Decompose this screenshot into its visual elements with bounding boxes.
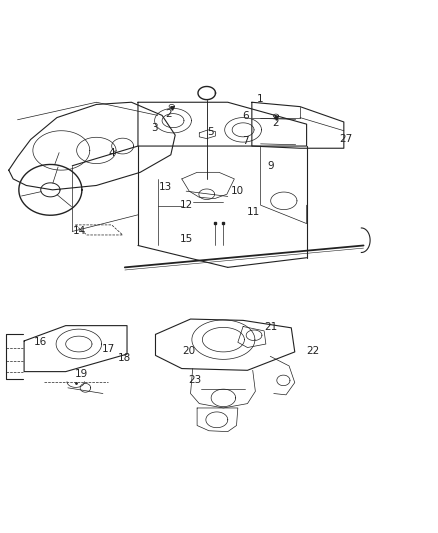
Text: 18: 18 xyxy=(118,353,131,362)
Text: 13: 13 xyxy=(159,182,172,192)
Text: 3: 3 xyxy=(151,123,158,133)
Text: 7: 7 xyxy=(242,136,249,146)
Text: 12: 12 xyxy=(180,200,193,210)
Text: 17: 17 xyxy=(102,344,115,354)
Text: 14: 14 xyxy=(73,225,86,236)
Text: 4: 4 xyxy=(108,149,115,158)
Text: 21: 21 xyxy=(264,322,277,332)
Text: 15: 15 xyxy=(180,235,193,244)
Text: 20: 20 xyxy=(182,345,195,356)
Text: 9: 9 xyxy=(267,161,274,171)
Text: 11: 11 xyxy=(247,207,260,217)
Text: 2: 2 xyxy=(272,118,279,128)
Text: 2: 2 xyxy=(165,109,172,119)
Text: 6: 6 xyxy=(242,111,249,122)
Text: 23: 23 xyxy=(188,375,201,384)
Text: 16: 16 xyxy=(34,337,47,347)
Text: 19: 19 xyxy=(74,369,88,379)
Text: 22: 22 xyxy=(307,345,320,356)
Text: 27: 27 xyxy=(339,134,353,143)
Text: 5: 5 xyxy=(207,127,214,136)
Text: 10: 10 xyxy=(231,186,244,196)
Text: 1: 1 xyxy=(257,94,264,104)
